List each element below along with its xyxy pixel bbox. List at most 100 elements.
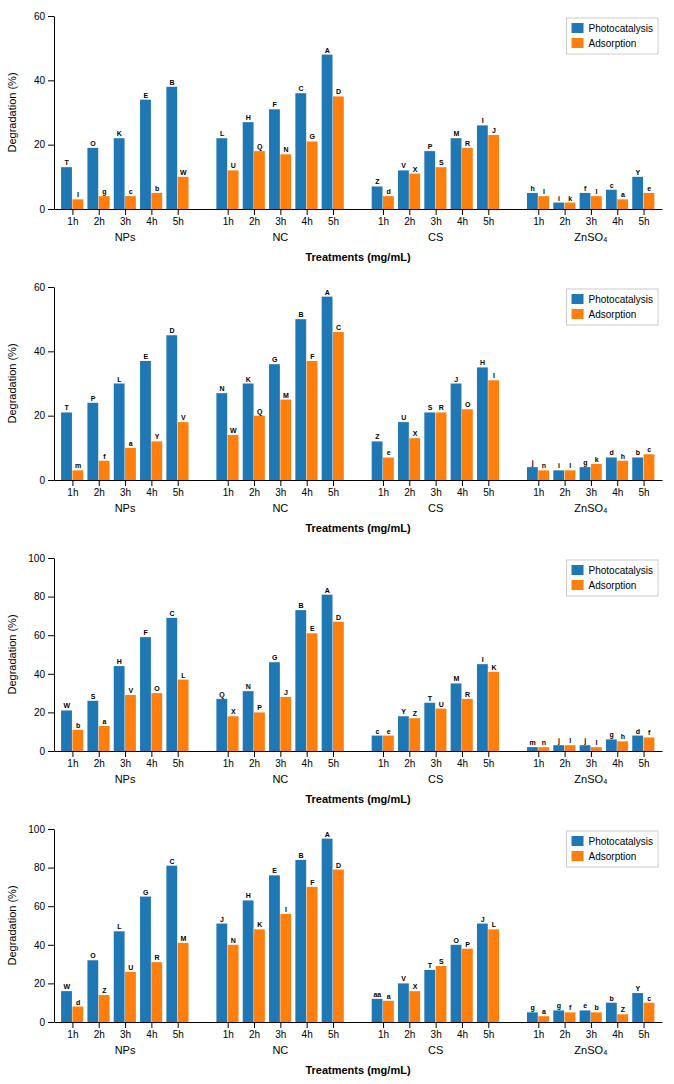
x-axis: 1h2h3h4h5h1h2h3h4h5h1h2h3h4h5h1h2h3h4h5h bbox=[55, 209, 663, 227]
x-tick-mark bbox=[228, 751, 229, 757]
bar bbox=[451, 138, 462, 209]
x-tick-mark bbox=[254, 209, 255, 215]
bar bbox=[280, 154, 291, 209]
x-tick-mark bbox=[151, 209, 152, 215]
bar bbox=[178, 422, 189, 480]
bar bbox=[99, 726, 110, 751]
x-axis-title: Treatments (mg/mL) bbox=[305, 793, 410, 805]
bar-annotation: X bbox=[413, 166, 418, 173]
y-tick-label: 0 bbox=[39, 475, 45, 486]
x-tick-label: 1h bbox=[378, 1029, 389, 1040]
x-axis-line bbox=[55, 480, 663, 481]
x-tick: 3h bbox=[586, 209, 597, 227]
x-tick-label: 2h bbox=[560, 487, 571, 498]
bar-annotation: a bbox=[129, 440, 133, 447]
x-tick-mark bbox=[565, 209, 566, 215]
bar bbox=[617, 1014, 628, 1022]
x-tick: 4h bbox=[302, 209, 313, 227]
x-tick: 3h bbox=[431, 209, 442, 227]
x-tick-label: 1h bbox=[67, 758, 78, 769]
bar bbox=[553, 203, 564, 209]
x-tick-mark bbox=[488, 751, 489, 757]
bar-annotation: S bbox=[428, 404, 433, 411]
bar bbox=[488, 135, 499, 209]
chart-container: TOKEBLHFCAZVPMIhifcYlgcbWUQNGDdXSRJlklae… bbox=[0, 0, 674, 1084]
x-tick-mark bbox=[617, 480, 618, 486]
bar-annotation: V bbox=[128, 687, 133, 694]
y-tick-mark bbox=[48, 1022, 54, 1023]
bars bbox=[61, 595, 654, 751]
x-tick-label: 2h bbox=[560, 758, 571, 769]
bar-annotation: T bbox=[65, 404, 70, 411]
group-label: NC bbox=[272, 773, 288, 785]
x-tick: 3h bbox=[586, 1022, 597, 1040]
x-tick-mark bbox=[591, 751, 592, 757]
bar-annotation: A bbox=[325, 47, 330, 54]
y-tick: 20 bbox=[34, 139, 54, 150]
bar bbox=[114, 138, 125, 209]
bar bbox=[99, 995, 110, 1022]
bar-annotation: h bbox=[621, 733, 625, 740]
legend-label: Adsorption bbox=[589, 38, 637, 49]
x-tick: 4h bbox=[302, 480, 313, 498]
bar bbox=[295, 319, 306, 480]
x-tick-label: 5h bbox=[328, 487, 339, 498]
legend-frame bbox=[567, 560, 658, 596]
group-label: ZnSO₄ bbox=[574, 231, 608, 243]
y-tick: 100 bbox=[28, 553, 54, 564]
y-tick-mark bbox=[48, 751, 54, 752]
x-tick: 3h bbox=[120, 1022, 131, 1040]
x-tick: 2h bbox=[94, 480, 105, 498]
bar bbox=[61, 167, 72, 209]
bar-annotation: T bbox=[65, 159, 70, 166]
group-label: NC bbox=[272, 231, 288, 243]
bar bbox=[398, 422, 409, 480]
x-tick-label: 2h bbox=[249, 487, 260, 498]
x-tick-mark bbox=[125, 751, 126, 757]
bar-annotation: Z bbox=[375, 433, 380, 440]
y-tick-label: 60 bbox=[34, 282, 46, 293]
x-tick: 5h bbox=[173, 209, 184, 227]
bar-annotation: E bbox=[272, 867, 277, 874]
x-tick: 3h bbox=[275, 209, 286, 227]
bar-annotation: d bbox=[387, 188, 391, 195]
x-tick-label: 5h bbox=[328, 758, 339, 769]
bar bbox=[307, 361, 318, 480]
bar-annotation: Y bbox=[155, 433, 160, 440]
x-tick-label: 4h bbox=[302, 216, 313, 227]
bar-annotation: R bbox=[155, 954, 160, 961]
bar bbox=[114, 666, 125, 751]
bar-annotation: A bbox=[325, 289, 330, 296]
x-tick-label: 2h bbox=[94, 487, 105, 498]
bar-annotation: d bbox=[76, 999, 80, 1006]
bar bbox=[527, 193, 538, 209]
x-tick-label: 4h bbox=[302, 1029, 313, 1040]
bar bbox=[151, 962, 162, 1022]
bar bbox=[322, 595, 333, 751]
y-tick-mark bbox=[48, 983, 54, 984]
x-tick-label: 1h bbox=[378, 758, 389, 769]
y-axis: 0204060 bbox=[34, 11, 55, 215]
x-tick-mark bbox=[151, 1022, 152, 1028]
x-tick-label: 3h bbox=[120, 487, 131, 498]
bar bbox=[243, 691, 254, 751]
x-tick: 5h bbox=[639, 209, 650, 227]
x-tick-label: 4h bbox=[457, 216, 468, 227]
x-tick: 3h bbox=[120, 480, 131, 498]
bar bbox=[151, 693, 162, 751]
legend-swatch bbox=[572, 851, 584, 861]
bar bbox=[409, 991, 420, 1022]
x-tick: 2h bbox=[560, 480, 571, 498]
bar-annotation: G bbox=[272, 654, 278, 661]
y-tick-label: 0 bbox=[39, 1017, 45, 1028]
y-tick-label: 100 bbox=[28, 824, 45, 835]
bar bbox=[591, 196, 602, 209]
x-tick-label: 3h bbox=[120, 758, 131, 769]
x-tick-mark bbox=[436, 480, 437, 486]
legend-swatch bbox=[572, 565, 584, 575]
bar-annotation: R bbox=[465, 691, 470, 698]
x-tick-mark bbox=[565, 751, 566, 757]
bar-annotation: J bbox=[220, 916, 224, 923]
bar-annotation: b bbox=[594, 1004, 598, 1011]
x-tick-label: 4h bbox=[146, 758, 157, 769]
